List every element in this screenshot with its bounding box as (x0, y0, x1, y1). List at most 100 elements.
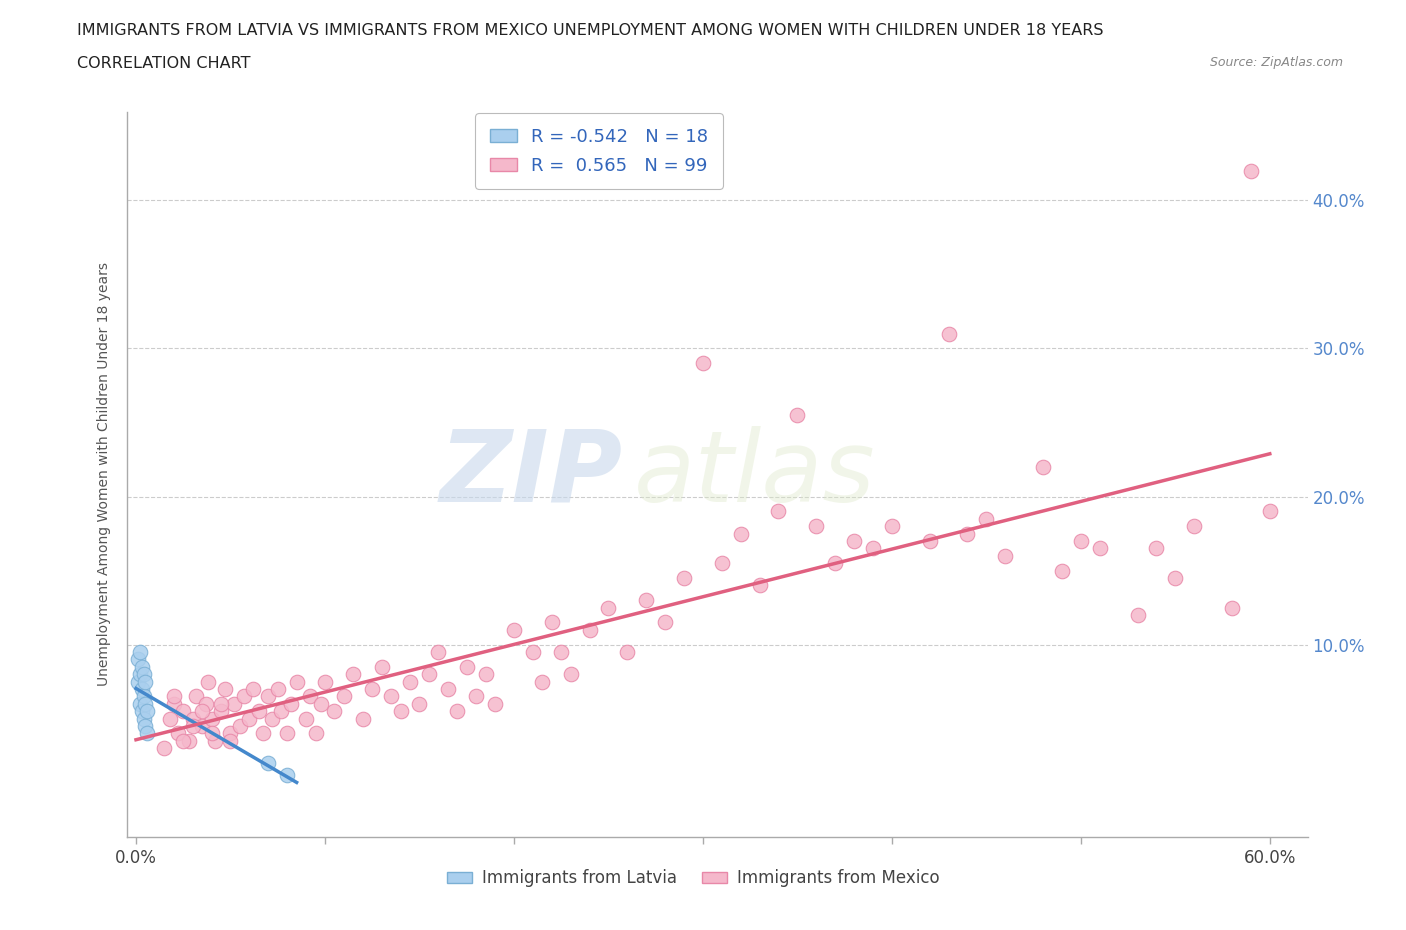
Point (692, 356, 714, 371)
Point (1032, 459, 1054, 474)
Legend: Immigrants from Latvia, Immigrants from Mexico: Immigrants from Latvia, Immigrants from … (440, 863, 946, 894)
Point (194, 697, 217, 711)
Point (127, 674, 149, 689)
Point (276, 726, 298, 741)
Point (191, 719, 214, 734)
Text: Source: ZipAtlas.com: Source: ZipAtlas.com (1209, 56, 1343, 69)
Point (550, 644, 572, 659)
Point (214, 682, 236, 697)
Point (938, 326, 960, 341)
Point (540, 615, 562, 630)
Point (380, 689, 402, 704)
Point (197, 674, 219, 689)
Point (672, 570, 695, 585)
Point (131, 659, 153, 674)
Point (418, 667, 440, 682)
Point (862, 541, 884, 556)
Point (257, 689, 280, 704)
Point (361, 682, 384, 697)
Point (598, 600, 620, 615)
Point (408, 697, 430, 711)
Point (654, 615, 676, 630)
Point (976, 512, 998, 526)
Point (276, 767, 298, 782)
Point (247, 704, 270, 719)
Point (200, 711, 222, 726)
Point (304, 726, 326, 741)
Point (842, 534, 865, 549)
Point (1240, 164, 1263, 179)
Point (163, 697, 186, 711)
Point (252, 726, 274, 741)
Point (309, 697, 332, 711)
Point (267, 682, 290, 697)
Point (127, 652, 149, 667)
Point (1070, 534, 1092, 549)
Point (298, 689, 321, 704)
Point (295, 711, 318, 726)
Point (191, 704, 214, 719)
Point (242, 682, 264, 697)
Point (209, 704, 232, 719)
Point (232, 689, 254, 704)
Point (730, 526, 752, 541)
Point (1088, 541, 1111, 556)
Point (786, 407, 808, 422)
Point (200, 726, 222, 741)
Point (229, 719, 252, 734)
Point (172, 704, 194, 719)
Point (136, 726, 159, 741)
Point (128, 644, 150, 659)
Point (484, 697, 506, 711)
Point (616, 644, 638, 659)
Point (427, 644, 450, 659)
Point (456, 659, 478, 674)
Y-axis label: Unemployment Among Women with Children Under 18 years: Unemployment Among Women with Children U… (97, 262, 111, 686)
Point (824, 556, 846, 571)
Point (1164, 570, 1187, 585)
Point (333, 689, 356, 704)
Point (219, 726, 242, 741)
Text: IMMIGRANTS FROM LATVIA VS IMMIGRANTS FROM MEXICO UNEMPLOYMENT AMONG WOMEN WITH C: IMMIGRANTS FROM LATVIA VS IMMIGRANTS FRO… (77, 23, 1104, 38)
Point (128, 697, 150, 711)
Point (131, 704, 153, 719)
Point (285, 674, 308, 689)
Point (1050, 563, 1073, 578)
Point (446, 704, 468, 719)
Point (560, 667, 582, 682)
Point (503, 622, 526, 637)
Point (181, 711, 204, 726)
Point (260, 711, 283, 726)
Point (177, 734, 200, 749)
Point (153, 740, 176, 755)
Point (636, 592, 658, 607)
Point (1220, 600, 1243, 615)
Point (238, 711, 260, 726)
Point (224, 697, 246, 711)
Point (134, 719, 156, 734)
Point (134, 697, 156, 711)
Point (352, 711, 374, 726)
Text: atlas: atlas (634, 426, 876, 523)
Point (280, 697, 302, 711)
Point (1258, 504, 1281, 519)
Text: ZIP: ZIP (440, 426, 623, 523)
Point (204, 734, 226, 749)
Point (342, 667, 364, 682)
Point (132, 689, 155, 704)
Point (186, 689, 208, 704)
Point (131, 682, 153, 697)
Point (522, 644, 544, 659)
Point (806, 519, 828, 534)
Point (531, 674, 554, 689)
Point (132, 667, 155, 682)
Point (1126, 607, 1149, 622)
Point (918, 534, 941, 549)
Point (270, 704, 292, 719)
Point (436, 682, 458, 697)
Point (710, 556, 733, 571)
Point (389, 704, 412, 719)
Point (172, 734, 194, 749)
Point (1144, 541, 1167, 556)
Point (219, 734, 242, 749)
